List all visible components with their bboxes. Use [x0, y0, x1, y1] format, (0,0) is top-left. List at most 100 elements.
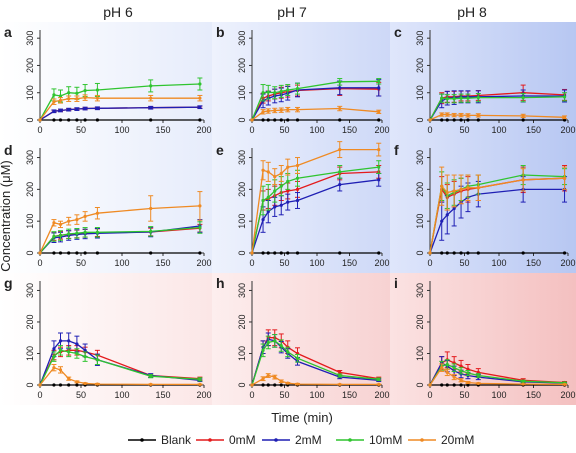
series-10mm — [428, 92, 568, 122]
x-tick-label: 150 — [526, 390, 541, 400]
y-tick-label: 0 — [237, 250, 247, 255]
data-point — [67, 377, 71, 381]
data-point — [295, 198, 300, 203]
data-point — [459, 369, 463, 373]
x-tick-label: 150 — [342, 258, 357, 268]
y-tick-label: 0 — [415, 382, 425, 387]
y-tick-label: 300 — [415, 150, 425, 165]
data-point — [273, 189, 277, 193]
data-point — [295, 356, 300, 360]
data-point — [67, 350, 71, 354]
data-point — [67, 91, 71, 95]
data-point — [273, 375, 277, 379]
data-point — [286, 179, 290, 184]
legend-marker — [140, 438, 144, 442]
legend-marker — [420, 438, 424, 442]
data-point — [250, 383, 254, 387]
data-point — [562, 115, 567, 119]
y-tick-label: 100 — [237, 85, 247, 100]
data-point — [440, 366, 444, 370]
data-point — [261, 168, 265, 172]
x-tick-label: 200 — [560, 125, 575, 135]
x-tick-label: 100 — [309, 125, 324, 135]
series-20mm — [38, 191, 203, 255]
data-point — [428, 118, 432, 122]
data-point — [562, 95, 567, 99]
panel-f: f 0 100 200 300 0 50 100 150 200 — [390, 140, 576, 273]
data-point — [377, 251, 381, 255]
data-point — [286, 200, 290, 204]
data-point — [266, 251, 270, 255]
y-tick-label: 100 — [415, 346, 425, 361]
data-point — [149, 382, 153, 386]
x-tick-label: 50 — [76, 390, 86, 400]
x-tick-label: 200 — [374, 390, 389, 400]
x-tick-label: 150 — [155, 125, 170, 135]
data-point — [466, 96, 470, 100]
data-point — [95, 251, 99, 255]
data-point — [445, 383, 449, 387]
data-point — [338, 106, 342, 111]
data-point — [75, 118, 79, 122]
data-point — [338, 118, 342, 122]
y-tick-label: 200 — [25, 58, 35, 73]
data-point — [279, 118, 283, 122]
data-point — [476, 113, 480, 117]
x-tick-label: 0 — [427, 125, 432, 135]
data-point — [149, 229, 153, 233]
data-point — [95, 96, 99, 100]
data-point — [452, 118, 456, 122]
data-point — [459, 378, 463, 382]
x-tick-label: 0 — [249, 125, 254, 135]
x-tick-label: 100 — [491, 258, 506, 268]
data-point — [52, 251, 56, 255]
column-title-ph6: pH 6 — [103, 4, 133, 20]
data-point — [198, 118, 202, 122]
data-point — [198, 382, 202, 386]
data-point — [52, 355, 56, 359]
legend-item-10mm: 10mM — [336, 433, 402, 447]
data-point — [67, 118, 71, 122]
data-point — [428, 383, 432, 387]
data-point — [273, 339, 277, 343]
x-tick-label: 0 — [427, 390, 432, 400]
data-point — [83, 251, 87, 255]
data-point — [198, 82, 202, 86]
y-tick-label: 0 — [25, 250, 35, 255]
y-tick-label: 0 — [237, 117, 247, 122]
panel-b: b 0 100 200 300 0 50 100 150 200 — [212, 22, 390, 140]
x-tick-label: 150 — [342, 125, 357, 135]
data-point — [52, 93, 56, 97]
x-tick-label: 50 — [459, 258, 469, 268]
data-point — [377, 86, 381, 90]
data-point — [377, 377, 381, 381]
data-point — [286, 165, 290, 169]
data-point — [562, 251, 567, 255]
series-20mm — [250, 105, 382, 122]
data-point — [286, 251, 290, 255]
x-tick-label: 50 — [76, 258, 86, 268]
panel-h: h 0 100 200 300 0 50 100 150 200 — [212, 273, 390, 405]
data-point — [459, 251, 463, 255]
series-10mm — [250, 334, 382, 387]
data-point — [466, 186, 470, 190]
data-point — [521, 251, 525, 255]
data-point — [266, 118, 270, 122]
data-point — [459, 364, 463, 368]
legend-item-blank: Blank — [128, 433, 192, 447]
data-point — [75, 351, 79, 356]
data-point — [286, 350, 290, 354]
data-point — [83, 214, 87, 219]
data-point — [279, 108, 283, 112]
panel-letter: i — [394, 275, 398, 291]
x-tick-label: 200 — [374, 258, 389, 268]
data-point — [67, 97, 71, 101]
data-point — [521, 382, 525, 386]
data-point — [521, 178, 525, 182]
data-point — [279, 344, 283, 348]
series-20mm — [428, 112, 568, 122]
data-point — [521, 96, 525, 100]
data-point — [261, 251, 265, 255]
x-tick-label: 50 — [279, 258, 289, 268]
data-point — [83, 96, 87, 100]
